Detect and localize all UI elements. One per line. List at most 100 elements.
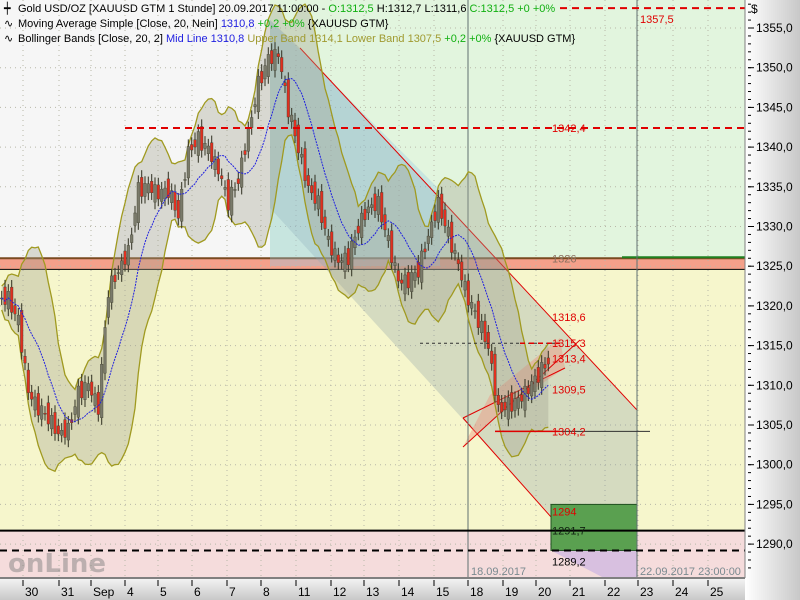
y-axis — [745, 0, 800, 600]
candle — [453, 250, 457, 254]
x-tick-label: 19 — [505, 585, 519, 599]
marker-label-end: 22.09.2017 23:00:00 — [640, 566, 741, 578]
candle — [390, 230, 394, 263]
candle — [246, 128, 250, 152]
candle — [466, 280, 470, 306]
target-box — [550, 503, 638, 551]
down-channel-fill — [270, 20, 637, 578]
candle — [60, 430, 64, 436]
candle — [496, 395, 500, 405]
bb-upper: Upper Band 1314,1 — [247, 33, 343, 45]
x-tick-label: 23 — [640, 585, 654, 599]
candle — [270, 50, 274, 64]
ma-value: 1310,8 — [220, 18, 255, 30]
candle — [340, 260, 344, 263]
y-tick-label: 1305,0 — [756, 418, 793, 432]
candle — [263, 65, 267, 80]
candle — [3, 286, 7, 305]
candle — [393, 262, 397, 266]
candle — [133, 212, 137, 226]
level-label: 1313,4 — [552, 353, 586, 365]
candle — [296, 124, 300, 154]
bollinger-fill — [1, 4, 549, 472]
candle — [233, 189, 237, 191]
candle — [366, 206, 370, 214]
candle — [533, 375, 537, 392]
zone-green — [270, 0, 745, 259]
candle — [63, 419, 67, 438]
candle — [300, 154, 304, 158]
candle — [230, 187, 234, 216]
candle — [320, 191, 324, 223]
candle — [283, 82, 287, 87]
candle — [543, 364, 547, 369]
candle — [53, 412, 57, 434]
open-value: O:1312,5 — [328, 3, 374, 15]
y-tick-label: 1330,0 — [756, 220, 793, 234]
candle — [470, 302, 474, 309]
candle — [206, 145, 210, 154]
candle — [396, 270, 400, 282]
x-tick-label: 21 — [572, 585, 586, 599]
legend-main: ┿ Gold USD/OZ [XAUUSD GTM 1 Stunde] 20.09… — [4, 2, 555, 16]
candle — [40, 405, 44, 420]
candle — [306, 175, 310, 186]
x-tick-label: 31 — [61, 585, 75, 599]
bb-change: +0,2 +0% — [444, 33, 492, 45]
candle — [6, 291, 10, 310]
candle — [73, 406, 77, 415]
candle — [243, 150, 247, 155]
candle — [473, 310, 477, 312]
candle — [50, 415, 54, 430]
x-tick-label: 14 — [401, 585, 415, 599]
x-tick-label: 30 — [25, 585, 39, 599]
bb-lower: Lower Band 1307,5 — [345, 33, 442, 45]
x-tick-label: 6 — [194, 585, 201, 599]
candle — [220, 175, 224, 179]
candle — [316, 195, 320, 210]
candle — [446, 226, 450, 237]
candle — [180, 188, 184, 222]
candle — [380, 192, 384, 223]
y-tick-label: 1315,0 — [756, 339, 793, 353]
candle — [443, 209, 447, 227]
candle — [276, 53, 280, 57]
candle — [463, 281, 467, 291]
marker-label-start: 18.09.2017 — [471, 566, 526, 578]
candle — [286, 79, 290, 118]
candle — [10, 286, 14, 313]
candle — [520, 394, 524, 402]
candle — [343, 252, 347, 272]
candle — [113, 274, 117, 283]
level-label: 1318,6 — [552, 312, 586, 324]
candle — [173, 191, 177, 211]
candle — [513, 398, 517, 411]
candle — [33, 396, 37, 411]
candle — [430, 221, 434, 238]
down-channel-upper-shade — [270, 20, 440, 266]
candle — [363, 208, 367, 220]
candle — [26, 369, 30, 394]
candle — [236, 178, 240, 184]
x-tick-label: 5 — [160, 585, 167, 599]
candle — [433, 211, 437, 221]
x-tick-label: Sep — [93, 585, 115, 599]
low-value: L:1311,6 — [424, 3, 467, 15]
candle — [403, 274, 407, 295]
candle — [126, 245, 130, 266]
candle — [186, 146, 190, 179]
candle — [313, 181, 317, 204]
y-tick-label: 1340,0 — [756, 140, 793, 154]
candle — [420, 250, 424, 283]
candle — [223, 187, 227, 190]
candle — [526, 387, 530, 395]
candle — [476, 300, 480, 328]
candle — [536, 367, 540, 383]
candle — [410, 272, 414, 292]
candle — [30, 391, 34, 400]
bb-name: Bollinger Bands [Close, 20, 2] — [18, 33, 163, 45]
candle — [423, 248, 427, 253]
candle — [66, 422, 70, 441]
candle — [333, 248, 337, 261]
